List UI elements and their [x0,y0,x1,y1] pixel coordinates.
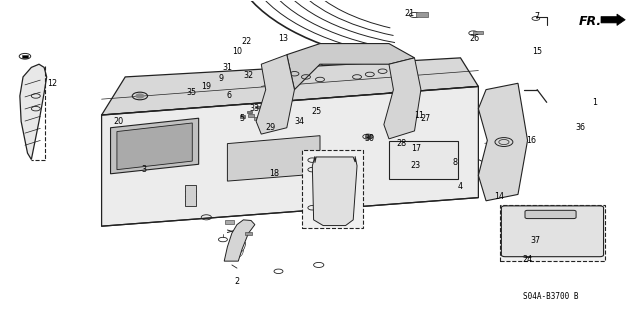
Text: 34: 34 [294,117,305,126]
Text: S04A-B3700 B: S04A-B3700 B [524,292,579,301]
Bar [302,150,363,228]
Polygon shape [478,83,527,201]
Text: 15: 15 [532,47,542,56]
Text: 2: 2 [234,277,239,286]
Polygon shape [20,64,47,160]
Circle shape [525,254,530,256]
Text: 36: 36 [575,123,586,132]
Bar [225,220,234,224]
Text: 5: 5 [239,114,244,123]
Polygon shape [227,136,320,181]
Text: 27: 27 [420,114,431,123]
Text: 11: 11 [414,111,424,120]
Text: 13: 13 [278,34,288,43]
Text: 19: 19 [201,82,211,91]
Text: 8: 8 [453,158,458,167]
Text: 4: 4 [458,182,463,191]
Text: 33: 33 [250,104,260,113]
Text: 6: 6 [227,92,232,100]
Text: 35: 35 [186,88,196,97]
Text: 23: 23 [411,161,421,170]
Circle shape [136,94,144,98]
Text: 12: 12 [47,79,57,88]
Text: 3: 3 [142,165,147,174]
Polygon shape [287,44,415,90]
Text: 14: 14 [494,191,504,201]
Bar [239,115,244,118]
Text: FR.: FR. [579,15,602,28]
Text: 16: 16 [525,136,536,145]
Text: 37: 37 [531,236,541,245]
FancyBboxPatch shape [389,141,458,179]
Polygon shape [312,156,357,226]
Circle shape [533,238,538,241]
Bar [399,141,405,143]
Text: 20: 20 [114,117,124,126]
Text: 10: 10 [232,47,242,56]
FancyBboxPatch shape [501,206,604,257]
Polygon shape [384,58,421,139]
Text: 18: 18 [269,169,279,178]
Polygon shape [601,14,625,26]
Text: 9: 9 [218,74,223,83]
Bar [255,106,260,108]
Bar [247,111,252,113]
Bar [417,12,428,17]
Polygon shape [117,123,192,170]
Polygon shape [256,55,294,134]
Bar [248,114,254,117]
Polygon shape [224,220,255,261]
Text: 22: 22 [241,38,252,47]
Text: 7: 7 [534,12,540,21]
Bar [244,232,252,235]
Bar [365,135,371,138]
Polygon shape [102,86,478,226]
Text: 29: 29 [265,123,275,132]
Bar [22,55,28,58]
Text: 26: 26 [470,34,479,43]
Bar [473,31,483,34]
Text: 28: 28 [397,139,407,148]
Bar [273,107,280,110]
Text: 24: 24 [522,255,532,264]
Text: 21: 21 [404,9,415,18]
Text: 30: 30 [365,134,375,143]
Text: 1: 1 [592,98,597,107]
Bar [282,110,289,113]
Text: 31: 31 [223,63,232,72]
Bar [184,185,196,205]
FancyBboxPatch shape [525,210,576,219]
Text: 25: 25 [312,108,322,116]
Bar [254,117,260,121]
Polygon shape [111,118,198,174]
Text: 17: 17 [411,144,421,153]
Bar [500,205,605,261]
Text: 32: 32 [243,71,253,80]
Polygon shape [102,58,478,115]
Bar [264,105,271,108]
